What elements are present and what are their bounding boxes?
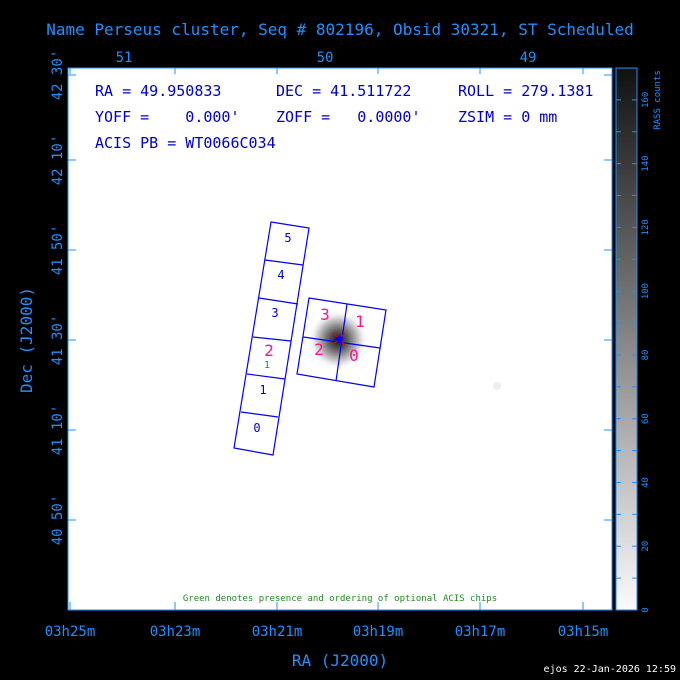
chip-divider [264, 259, 304, 266]
colorbar-tick-label: 80 [641, 350, 651, 361]
y-tick-label: 42 30' [50, 50, 66, 101]
ra-value: RA = 49.950833 [95, 82, 221, 100]
colorbar [615, 67, 638, 611]
optional-chips-note: Green denotes presence and ordering of o… [183, 594, 497, 604]
footer-timestamp: ejos 22-Jan-2026 12:59 [544, 664, 676, 675]
chip-label-s1: 1 [259, 383, 266, 397]
colorbar-label: RASS counts [653, 70, 663, 130]
x-tick-label: 03h25m [45, 624, 96, 640]
x-top-tick-label: 49 [520, 50, 537, 66]
colorbar-tick-label: 0 [641, 607, 651, 612]
x-axis-label: RA (J2000) [292, 651, 388, 670]
chip-label-s3: 3 [271, 306, 278, 320]
colorbar-tick-label: 140 [641, 156, 651, 172]
dec-value: DEC = 41.511722 [276, 82, 411, 100]
chip-divider [240, 411, 279, 418]
colorbar-tick-label: 100 [641, 283, 651, 299]
target-marker [336, 336, 342, 342]
chip-label-s5: 5 [284, 231, 291, 245]
chip-label-s4: 4 [277, 268, 284, 282]
acis-s-array [233, 221, 310, 456]
y-axis-label: Dec (J2000) [17, 287, 36, 393]
chip-label-i1: 1 [355, 312, 365, 331]
y-tick-label: 42 10' [50, 135, 66, 186]
x-top-tick-label: 51 [116, 50, 133, 66]
chip-divider [246, 373, 286, 380]
faint-source [493, 382, 501, 390]
colorbar-tick-label: 160 [641, 92, 651, 108]
y-tick-label: 41 10' [50, 405, 66, 456]
chip-divider [302, 336, 381, 349]
colorbar-tick-label: 40 [641, 477, 651, 488]
x-tick-label: 03h21m [252, 624, 303, 640]
x-tick-label: 03h17m [455, 624, 506, 640]
chip-divider [258, 297, 299, 305]
acis-i-array [296, 297, 387, 388]
chip-label-i3: 3 [320, 305, 330, 324]
y-tick-label: 41 30' [50, 315, 66, 366]
chip-label-s0: 0 [253, 421, 260, 435]
yoff-value: YOFF = 0.000' [95, 108, 240, 126]
x-tick-label: 03h23m [150, 624, 201, 640]
colorbar-tick-label: 60 [641, 413, 651, 424]
x-tick-label: 03h19m [353, 624, 404, 640]
chip-label-i2: 2 [314, 340, 324, 359]
y-tick-label: 41 50' [50, 225, 66, 276]
zoff-value: ZOFF = 0.0000' [276, 108, 421, 126]
acis-pb-value: ACIS PB = WT0066C034 [95, 134, 276, 152]
zsim-value: ZSIM = 0 mm [458, 108, 557, 126]
roll-value: ROLL = 279.1381 [458, 82, 593, 100]
colorbar-tick-label: 120 [641, 219, 651, 235]
y-tick-label: 40 50' [50, 495, 66, 546]
optional-chip-label: 1 [264, 360, 270, 371]
chip-label-s2: 2 [264, 341, 274, 360]
colorbar-tick-label: 20 [641, 541, 651, 552]
x-top-tick-label: 50 [317, 50, 334, 66]
plot-title: Name Perseus cluster, Seq # 802196, Obsi… [46, 20, 634, 39]
chip-divider [252, 336, 292, 342]
x-tick-label: 03h15m [558, 624, 609, 640]
chip-label-i0: 0 [349, 346, 359, 365]
